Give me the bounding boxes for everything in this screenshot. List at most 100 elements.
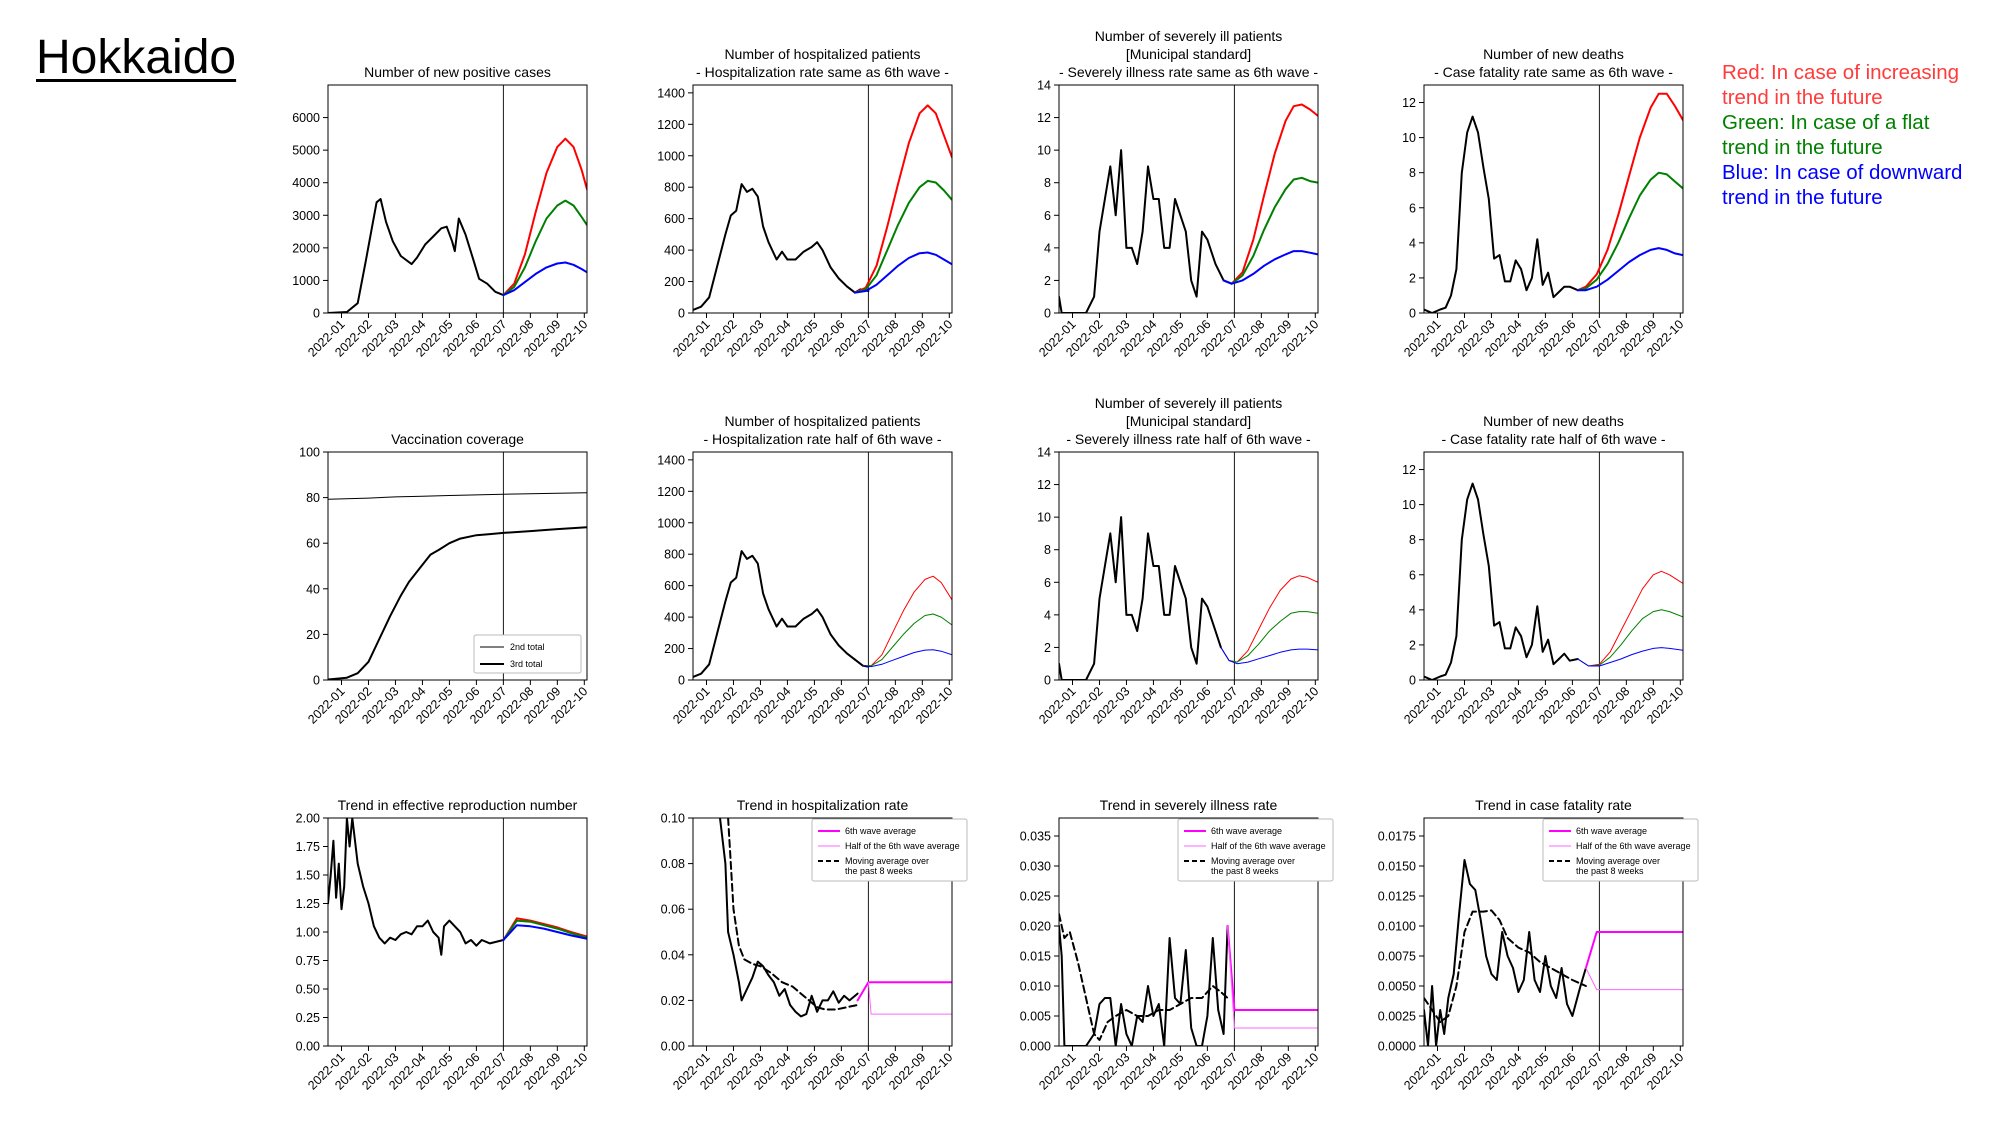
y-tick-label: 4 (1409, 603, 1416, 617)
y-tick-label: 10 (1037, 144, 1051, 158)
series-line-red-1 (1576, 92, 1683, 292)
chart-vaccination: Vaccination coverage0204060801002022-012… (299, 431, 590, 727)
series-line-red-1 (502, 917, 587, 941)
legend-label: the past 8 weeks (845, 866, 913, 876)
legend-label: the past 8 weeks (1576, 866, 1644, 876)
y-tick-label: 3000 (292, 209, 320, 223)
y-tick-label: 10 (1402, 498, 1416, 512)
y-tick-label: 0.75 (296, 954, 320, 968)
series-line-black-0 (1424, 482, 1579, 680)
series-group (719, 818, 952, 1018)
series-line-red-1 (1577, 570, 1683, 667)
y-tick-label: 8 (1044, 176, 1051, 190)
legend-note-blue-1: Blue: In case of downward (1722, 161, 1963, 184)
chart-deaths-same: Number of new deaths - Case fatality rate… (1401, 46, 1686, 360)
series-line-black-0 (1059, 925, 1229, 1046)
y-tick-label: 0 (1409, 674, 1416, 688)
legend-label: 2nd total (510, 642, 545, 652)
chart-legend: 6th wave average Half of the 6th wave ave… (1542, 818, 1699, 882)
y-tick-label: 600 (664, 579, 685, 593)
series-line-green-2 (502, 199, 587, 297)
series-line-black-0 (1059, 516, 1222, 680)
chart-title: [Municipal standard] (1126, 46, 1251, 62)
chart-title: [Municipal standard] (1126, 413, 1251, 429)
series-line-black-0 (719, 818, 859, 1018)
legend-note-red-1: Red: In case of increasing (1722, 61, 1960, 84)
y-tick-label: 1400 (657, 453, 685, 467)
series-line-blue-3 (1577, 647, 1683, 667)
series-group (328, 492, 587, 680)
plot-frame (692, 84, 953, 314)
series-line-green-3 (862, 613, 952, 667)
y-tick-label: 200 (664, 275, 685, 289)
series-line-light_magenta-3 (867, 981, 952, 1015)
series-line-blue-3 (1222, 250, 1318, 285)
y-tick-label: 400 (664, 244, 685, 258)
chart-new-cases: Number of new positive cases 0 1000 2000 300… (292, 64, 590, 360)
y-tick-label: 14 (1037, 79, 1051, 93)
chart-title: - Hospitalization rate half of 6th wave … (703, 431, 941, 447)
y-tick-label: 2.00 (296, 812, 320, 826)
plot-frame (1423, 84, 1684, 314)
y-tick-label: 2000 (292, 241, 320, 255)
legend-note-red-2: trend in the future (1722, 86, 1883, 109)
y-tick-label: 400 (664, 611, 685, 625)
series-line-green-2 (1222, 176, 1318, 285)
series-line-red-1 (1222, 103, 1318, 285)
y-tick-label: 12 (1037, 111, 1051, 125)
series-group (1059, 516, 1318, 680)
y-tick-label: 0 (313, 674, 320, 688)
y-tick-label: 1400 (657, 86, 685, 100)
plot-frame (1423, 817, 1684, 1047)
series-group (1424, 92, 1683, 313)
y-tick-label: 0.020 (1020, 920, 1051, 934)
y-tick-label: 0.025 (1020, 890, 1051, 904)
legend-box (811, 818, 968, 882)
series-line-green-2 (502, 919, 587, 941)
y-tick-label: 10 (1402, 131, 1416, 145)
y-tick-label: 0.010 (1020, 980, 1051, 994)
y-tick-label: 6 (1409, 201, 1416, 215)
y-tick-label: 2 (1044, 641, 1051, 655)
chart-title: - Severely illness rate half of 6th wave… (1066, 431, 1311, 447)
series-line-green-2 (853, 179, 952, 294)
series-line-magenta-2 (1226, 925, 1318, 1011)
series-line-green-2 (1220, 611, 1318, 663)
y-tick-label: 4 (1409, 236, 1416, 250)
chart-hosp-same: Number of hospitalized patients - Hospita… (657, 46, 955, 360)
chart-title: - Case fatality rate same as 6th wave - (1434, 64, 1673, 80)
series-line-blue-3 (1576, 247, 1683, 292)
y-tick-label: 0.00 (661, 1040, 685, 1054)
y-tick-label: 1.50 (296, 869, 320, 883)
series-line-magenta-2 (1584, 931, 1683, 969)
y-tick-label: 0.0125 (1378, 890, 1416, 904)
y-tick-label: 0 (678, 674, 685, 688)
legend-label: the past 8 weeks (1211, 866, 1279, 876)
y-tick-label: 0 (1409, 307, 1416, 321)
series-line-blue-3 (1220, 646, 1318, 665)
y-tick-label: 0.0150 (1378, 860, 1416, 874)
series-group (328, 818, 587, 956)
y-tick-label: 6 (1044, 576, 1051, 590)
y-tick-label: 0.0050 (1378, 980, 1416, 994)
y-tick-label: 80 (306, 491, 320, 505)
y-tick-label: 0.015 (1020, 950, 1051, 964)
y-tick-label: 1.25 (296, 897, 320, 911)
y-tick-label: 1000 (292, 274, 320, 288)
y-tick-label: 0.04 (661, 948, 685, 962)
legend-label: Moving average over (1211, 856, 1295, 866)
plot-frame (327, 451, 588, 681)
plot-frame (692, 451, 953, 681)
y-tick-label: 20 (306, 628, 320, 642)
y-tick-label: 1.00 (296, 926, 320, 940)
chart-legend: 2nd total 3rd total (473, 634, 582, 674)
series-line-blue-4 (862, 649, 952, 668)
series-line-blue-3 (853, 251, 952, 294)
page-title: Hokkaido (36, 31, 237, 84)
series-group (693, 104, 952, 311)
y-tick-label: 2 (1409, 638, 1416, 652)
chart-title: Number of severely ill patients (1095, 28, 1283, 44)
legend-note-blue-2: trend in the future (1722, 186, 1883, 209)
chart-cfr: Trend in case fatality rate 0.0000 0.0025 0… (1378, 797, 1699, 1093)
plot-frame (1058, 84, 1319, 314)
